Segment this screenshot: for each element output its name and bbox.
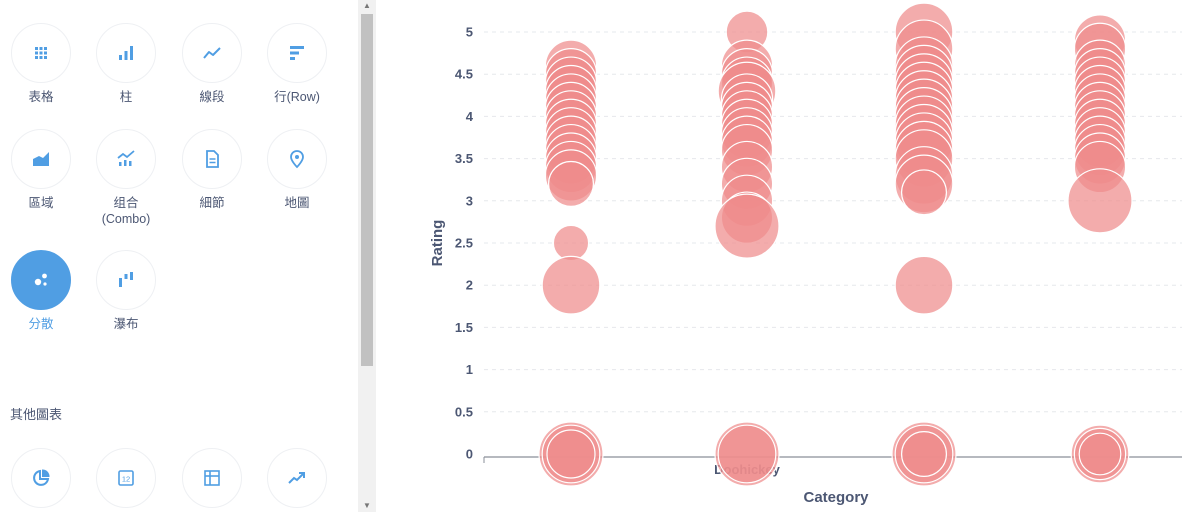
viz-type-button[interactable]: 组合 (Combo) [83, 129, 169, 227]
line-chart-icon [182, 23, 242, 83]
chart-svg: 00.511.522.533.544.55DoohickeyCategoryRa… [429, 2, 1182, 506]
viz-type-label: 分散 [28, 317, 54, 331]
y-tick-label: 0 [466, 447, 473, 462]
y-tick-label: 1.5 [455, 320, 473, 335]
y-tick-label: 4.5 [455, 67, 473, 82]
y-tick-label: 4 [466, 109, 474, 124]
viz-type-label: 行(Row) [274, 90, 320, 104]
visualization-picker-sidebar: 表格 柱 線段 行(Row) 區域 组合 (Combo) 細節 地圖分散 瀑布 其他圖表 12 [0, 0, 358, 512]
viz-type-label: 區域 [28, 196, 54, 210]
other-viz-button[interactable] [0, 448, 84, 508]
y-tick-label: 1 [466, 362, 473, 377]
y-tick-label: 2 [466, 278, 473, 293]
viz-type-button[interactable]: 細節 [169, 129, 255, 211]
viz-type-label: 地圖 [284, 196, 310, 210]
row-chart-icon [267, 23, 327, 83]
y-tick-label: 5 [466, 25, 473, 40]
y-tick-label: 0.5 [455, 404, 473, 419]
scatter-point [1067, 168, 1133, 234]
scroll-down-arrow-icon[interactable]: ▼ [363, 501, 371, 510]
viz-type-label: 細節 [199, 196, 225, 210]
scatter-icon [11, 250, 71, 310]
other-viz-button[interactable]: 12 [83, 448, 169, 508]
pivot-table-icon [182, 448, 242, 508]
viz-type-button[interactable]: 區域 [0, 129, 84, 211]
x-axis-title: Category [803, 489, 869, 506]
trend-icon [267, 448, 327, 508]
table-grid-icon [11, 23, 71, 83]
viz-type-button[interactable]: 線段 [169, 23, 255, 105]
other-charts-section-title: 其他圖表 [10, 407, 63, 422]
viz-type-label: 柱 [119, 90, 133, 104]
viz-type-label: 表格 [28, 90, 54, 104]
combo-chart-icon [96, 129, 156, 189]
bar-chart-icon [96, 23, 156, 83]
y-tick-label: 2.5 [455, 236, 473, 251]
pie-chart-icon [11, 448, 71, 508]
number-icon: 12 [96, 448, 156, 508]
area-chart-icon [11, 129, 71, 189]
viz-type-label: 線段 [199, 90, 225, 104]
scatter-point [1078, 432, 1122, 476]
scatter-point [900, 169, 947, 216]
scatter-point [541, 255, 601, 315]
scatter-point [900, 431, 947, 478]
other-viz-button[interactable] [169, 448, 255, 508]
scatter-point [894, 255, 954, 315]
scrollbar-thumb[interactable] [361, 14, 373, 366]
scroll-up-arrow-icon[interactable]: ▲ [363, 1, 371, 10]
sidebar-scrollbar[interactable]: ▲ ▼ [358, 0, 376, 512]
y-axis-title: Rating [429, 220, 446, 267]
viz-type-label: 组合 (Combo) [101, 196, 151, 226]
svg-text:12: 12 [122, 474, 130, 483]
scatter-point [548, 160, 595, 207]
viz-type-button[interactable]: 表格 [0, 23, 84, 105]
scatter-point [552, 224, 590, 262]
y-tick-label: 3.5 [455, 151, 473, 166]
other-viz-button[interactable] [254, 448, 340, 508]
viz-type-label: 瀑布 [113, 317, 139, 331]
scatter-point [714, 193, 780, 259]
viz-type-button[interactable]: 柱 [83, 23, 169, 105]
viz-type-button[interactable]: 分散 [0, 250, 84, 332]
scatter-point [546, 429, 596, 479]
scatter-point [717, 424, 777, 484]
waterfall-icon [96, 250, 156, 310]
viz-type-button[interactable]: 地圖 [254, 129, 340, 211]
y-tick-label: 3 [466, 193, 473, 208]
detail-document-icon [182, 129, 242, 189]
scatter-chart: 00.511.522.533.544.55DoohickeyCategoryRa… [378, 0, 1182, 512]
viz-type-button[interactable]: 行(Row) [254, 23, 340, 105]
viz-type-button[interactable]: 瀑布 [83, 250, 169, 332]
map-pin-icon [267, 129, 327, 189]
